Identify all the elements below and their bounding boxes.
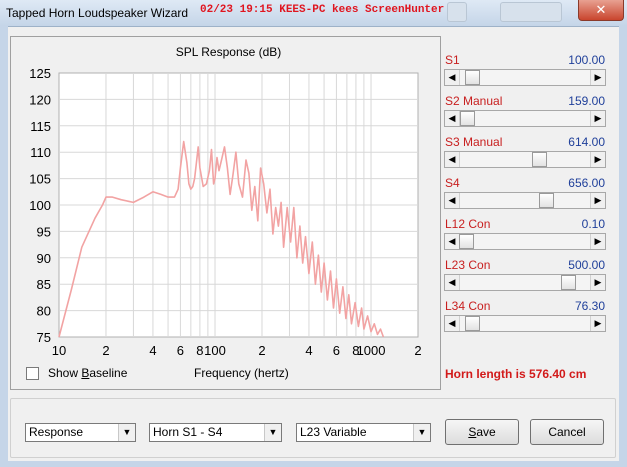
- horn-dropdown-value: Horn S1 - S4: [153, 425, 223, 439]
- spl-chart-panel: 125 120 115 110 105 100 95 90 85 80 75 10 2 4 6 8 100 2 4 6…: [10, 36, 441, 390]
- view-dropdown[interactable]: Response ▼: [25, 423, 136, 442]
- scroll-right-icon[interactable]: ▶: [590, 111, 605, 126]
- x-tick-label: 2: [258, 343, 265, 358]
- scroll-left-icon[interactable]: ◀: [445, 193, 460, 208]
- close-icon: ✕: [595, 2, 607, 17]
- chart-title: SPL Response (dB): [176, 45, 282, 59]
- slider-thumb[interactable]: [531, 152, 547, 167]
- y-tick-label: 125: [29, 66, 51, 81]
- scroll-right-icon[interactable]: ▶: [590, 152, 605, 167]
- slider-thumb[interactable]: [460, 111, 476, 126]
- slider-label: S4: [445, 176, 460, 190]
- show-baseline-checkbox[interactable]: [26, 367, 39, 380]
- slider-label: L34 Con: [445, 299, 491, 313]
- x-tick-label: 2: [102, 343, 109, 358]
- scroll-left-icon[interactable]: ◀: [445, 111, 460, 126]
- horn-dropdown[interactable]: Horn S1 - S4 ▼: [149, 423, 282, 442]
- slider-value: 656.00: [568, 176, 605, 190]
- scroll-right-icon[interactable]: ▶: [590, 316, 605, 331]
- x-tick-label: 100: [204, 343, 226, 358]
- close-button[interactable]: ✕: [578, 0, 624, 21]
- background-window-button: [447, 2, 467, 22]
- save-button[interactable]: Save: [445, 419, 519, 445]
- view-dropdown-value: Response: [29, 425, 84, 439]
- slider-label: L12 Con: [445, 217, 491, 231]
- slider-track[interactable]: ◀ ▶: [444, 315, 606, 332]
- slider-label: S1: [445, 53, 460, 67]
- slider-track[interactable]: ◀ ▶: [444, 110, 606, 127]
- y-tick-label: 85: [37, 277, 51, 292]
- slider-label: S2 Manual: [445, 94, 503, 108]
- spl-response-line: [58, 140, 385, 338]
- slider-thumb[interactable]: [459, 234, 474, 249]
- scroll-right-icon[interactable]: ▶: [590, 70, 605, 85]
- slider-label: S3 Manual: [445, 135, 503, 149]
- window-frame-bottom: [0, 461, 627, 467]
- bottom-controls-group: [10, 398, 616, 458]
- slider-value: 614.00: [568, 135, 605, 149]
- slider-track[interactable]: ◀ ▶: [444, 69, 606, 86]
- slider-thumb[interactable]: [464, 316, 480, 331]
- scroll-right-icon[interactable]: ▶: [590, 275, 605, 290]
- slider-track[interactable]: ◀ ▶: [444, 274, 606, 291]
- scroll-left-icon[interactable]: ◀: [445, 316, 460, 331]
- slider-thumb[interactable]: [464, 70, 480, 85]
- scroll-left-icon[interactable]: ◀: [445, 234, 460, 249]
- show-baseline-label[interactable]: Show Baseline: [48, 366, 128, 380]
- y-tick-label: 120: [29, 92, 51, 107]
- scroll-right-icon[interactable]: ▶: [590, 193, 605, 208]
- x-tick-label: 4: [305, 343, 312, 358]
- x-tick-label: 8: [196, 343, 203, 358]
- y-tick-label: 115: [30, 119, 51, 134]
- title-bar[interactable]: Tapped Horn Loudspeaker Wizard 02/23 19:…: [0, 0, 627, 27]
- x-tick-label: 6: [333, 343, 340, 358]
- x-tick-label: 2: [414, 343, 421, 358]
- y-tick-label: 100: [29, 198, 51, 213]
- variable-dropdown-value: L23 Variable: [300, 425, 367, 439]
- slider-track[interactable]: ◀ ▶: [444, 151, 606, 168]
- screenhunter-watermark: 02/23 19:15 KEES-PC kees ScreenHunter: [200, 4, 445, 16]
- slider-value: 500.00: [568, 258, 605, 272]
- slider-label: L23 Con: [445, 258, 491, 272]
- y-tick-label: 75: [37, 330, 51, 345]
- y-tick-label: 110: [30, 145, 51, 160]
- window-frame-right: [619, 26, 627, 467]
- slider-thumb[interactable]: [538, 193, 554, 208]
- x-tick-label: 1000: [357, 343, 386, 358]
- x-tick-label: 6: [177, 343, 184, 358]
- y-tick-label: 105: [29, 172, 51, 187]
- x-tick-label: 8: [352, 343, 359, 358]
- x-tick-label: 4: [149, 343, 156, 358]
- chevron-down-icon[interactable]: ▼: [413, 424, 430, 441]
- slider-track[interactable]: ◀ ▶: [444, 192, 606, 209]
- y-tick-label: 95: [37, 224, 51, 239]
- window-frame-left: [0, 26, 8, 467]
- slider-value: 100.00: [568, 53, 605, 67]
- y-tick-label: 80: [37, 304, 51, 319]
- horn-length-readout: Horn length is 576.40 cm: [445, 367, 587, 381]
- slider-value: 0.10: [581, 217, 605, 231]
- scroll-right-icon[interactable]: ▶: [590, 234, 605, 249]
- y-tick-label: 90: [37, 251, 51, 266]
- x-axis-label: Frequency (hertz): [194, 366, 289, 380]
- cancel-button[interactable]: Cancel: [530, 419, 604, 445]
- slider-track[interactable]: ◀ ▶: [444, 233, 606, 250]
- window-title: Tapped Horn Loudspeaker Wizard: [6, 6, 189, 20]
- slider-thumb[interactable]: [560, 275, 576, 290]
- slider-value: 76.30: [574, 299, 605, 313]
- background-window-button: [500, 2, 562, 22]
- scroll-left-icon[interactable]: ◀: [445, 275, 460, 290]
- scroll-left-icon[interactable]: ◀: [445, 70, 460, 85]
- chevron-down-icon[interactable]: ▼: [264, 424, 281, 441]
- x-tick-label: 10: [52, 343, 66, 358]
- scroll-left-icon[interactable]: ◀: [445, 152, 460, 167]
- variable-dropdown[interactable]: L23 Variable ▼: [296, 423, 431, 442]
- slider-value: 159.00: [568, 94, 605, 108]
- chevron-down-icon[interactable]: ▼: [118, 424, 135, 441]
